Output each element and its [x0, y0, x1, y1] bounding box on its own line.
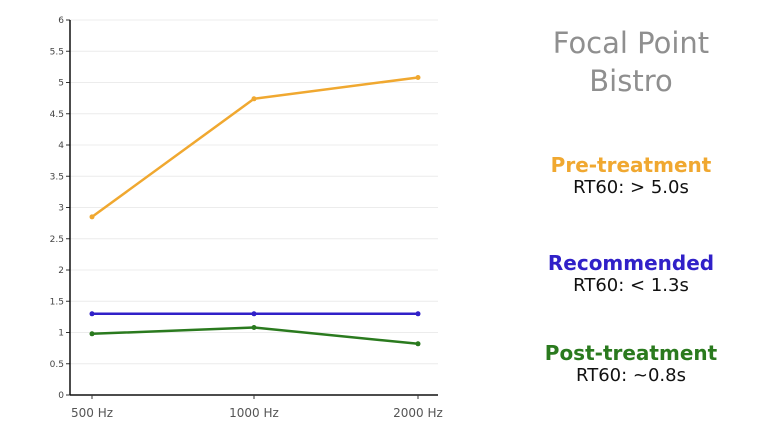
recommended-label: Recommended: [547, 251, 715, 275]
data-point-pre-treatment: [89, 214, 95, 220]
y-tick-label: 1: [58, 329, 64, 339]
data-point-post-treatment: [89, 331, 95, 337]
pre-treatment-label: Pre-treatment: [550, 153, 712, 177]
data-point-recommended: [251, 311, 257, 317]
venue-title: Focal Point Bistro: [500, 24, 762, 100]
recommended-value: RT60: < 1.3s: [573, 275, 689, 296]
series-lines: [89, 75, 421, 347]
data-point-pre-treatment: [251, 96, 257, 102]
data-point-recommended: [89, 311, 95, 317]
venue-title-line2: Bistro: [589, 64, 673, 98]
data-point-post-treatment: [415, 341, 421, 347]
post-treatment-block: Post-treatment RT60: ~0.8s: [500, 341, 762, 387]
rt60-chart: 0 0.5 1 1.5 2 2.5 3 3.5 4 4.5 5 5.5 6 500 Hz 1000 Hz 2…: [50, 16, 443, 420]
venue-title-line1: Focal Point: [552, 26, 710, 60]
x-tick-label: 1000 Hz: [229, 406, 279, 420]
data-point-post-treatment: [251, 325, 257, 330]
data-point-pre-treatment: [415, 75, 421, 80]
y-tick-label: 6: [58, 16, 64, 26]
y-tick-label: 4.5: [50, 110, 64, 120]
y-tick-label: 2: [58, 266, 64, 276]
pre-treatment-block: Pre-treatment RT60: > 5.0s: [500, 153, 762, 199]
recommended-block: Recommended RT60: < 1.3s: [500, 251, 762, 297]
y-tick-label: 3: [58, 204, 64, 214]
x-tick-label: 2000 Hz: [393, 406, 443, 420]
data-point-recommended: [415, 311, 421, 317]
y-tick-label: 0.5: [50, 360, 64, 370]
y-tick-label: 4: [58, 141, 64, 151]
y-tick-label: 5: [58, 79, 64, 89]
pre-treatment-value: RT60: > 5.0s: [573, 177, 689, 198]
y-tick-label: 3.5: [50, 172, 64, 182]
y-tick-label: 1.5: [50, 297, 64, 307]
post-treatment-value: RT60: ~0.8s: [576, 365, 686, 386]
y-tick-label: 0: [58, 391, 64, 401]
legend-panel: Focal Point Bistro Pre-treatment RT60: >…: [500, 0, 762, 432]
x-tick-labels: 500 Hz 1000 Hz 2000 Hz: [71, 406, 443, 420]
y-tick-label: 5.5: [50, 47, 64, 57]
y-tick-labels: 0 0.5 1 1.5 2 2.5 3 3.5 4 4.5 5 5.5 6: [50, 16, 65, 401]
series-line-post-treatment: [91, 326, 419, 346]
post-treatment-label: Post-treatment: [544, 341, 718, 365]
y-tick-label: 2.5: [50, 235, 64, 245]
axes: [66, 19, 438, 399]
x-tick-label: 500 Hz: [71, 406, 113, 420]
